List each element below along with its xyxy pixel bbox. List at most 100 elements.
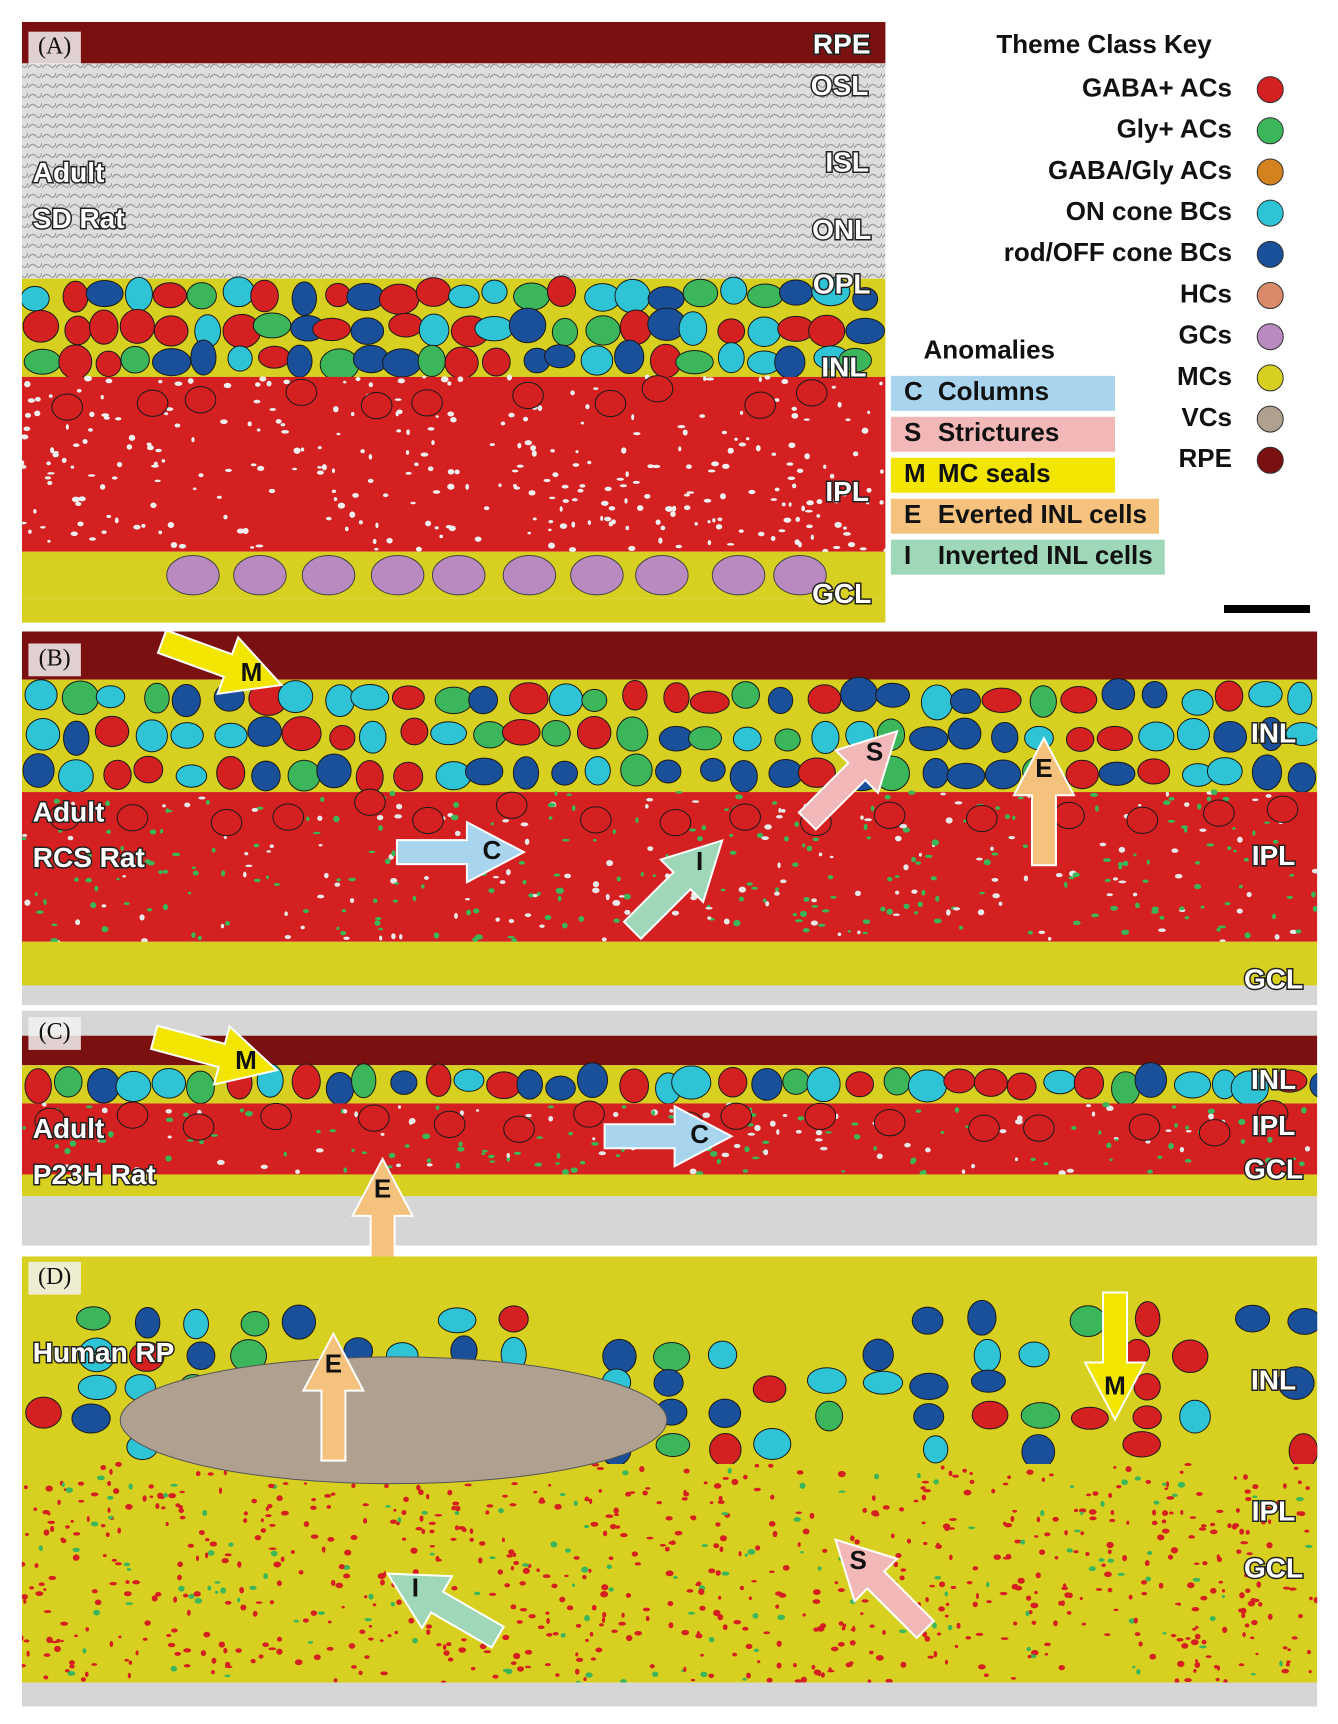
legend-label: GCs bbox=[1178, 320, 1231, 350]
speck bbox=[795, 1511, 803, 1515]
speck bbox=[921, 1480, 930, 1484]
anomaly-arrow bbox=[395, 820, 527, 884]
cell bbox=[250, 279, 279, 313]
speck bbox=[485, 1510, 490, 1515]
speck bbox=[797, 1542, 801, 1547]
speck bbox=[336, 878, 341, 882]
speck bbox=[1179, 1146, 1185, 1153]
speck bbox=[754, 1463, 760, 1468]
speck bbox=[415, 1526, 423, 1531]
speck bbox=[712, 518, 716, 523]
speck bbox=[1170, 1633, 1177, 1638]
speck bbox=[521, 1563, 530, 1567]
speck bbox=[993, 1554, 1001, 1560]
speck bbox=[268, 488, 276, 494]
speck bbox=[837, 1470, 846, 1478]
cell bbox=[1020, 1402, 1061, 1429]
speck bbox=[184, 802, 191, 808]
speck bbox=[616, 477, 624, 481]
panel-tag: (B) bbox=[39, 645, 71, 671]
cell bbox=[970, 1369, 1006, 1393]
speck bbox=[1074, 1529, 1081, 1533]
speck bbox=[911, 856, 916, 863]
legend-swatch bbox=[1256, 158, 1284, 186]
speck bbox=[671, 910, 680, 916]
cell bbox=[325, 684, 355, 718]
cell bbox=[973, 1068, 1008, 1097]
speck bbox=[144, 859, 151, 864]
speck bbox=[1185, 1129, 1192, 1133]
speck bbox=[822, 1548, 828, 1553]
speck bbox=[571, 498, 578, 502]
speck bbox=[146, 908, 153, 912]
speck bbox=[690, 1515, 694, 1520]
speck bbox=[523, 416, 529, 422]
speck bbox=[160, 828, 164, 834]
cell bbox=[325, 1072, 355, 1106]
cell bbox=[468, 685, 498, 715]
speck bbox=[645, 804, 649, 809]
cell bbox=[767, 686, 794, 714]
speck bbox=[75, 919, 81, 926]
speck bbox=[368, 1593, 374, 1600]
sample-label: SD Rat bbox=[33, 203, 125, 234]
speck bbox=[552, 1631, 559, 1636]
speck bbox=[566, 1605, 574, 1611]
speck bbox=[24, 381, 31, 388]
speck bbox=[396, 803, 403, 810]
speck bbox=[192, 487, 197, 491]
speck bbox=[613, 1507, 619, 1514]
cell bbox=[840, 676, 878, 712]
speck bbox=[639, 1466, 645, 1473]
speck bbox=[787, 476, 796, 481]
speck bbox=[841, 490, 848, 497]
cell bbox=[508, 307, 547, 344]
speck bbox=[873, 1146, 877, 1151]
cell bbox=[616, 716, 649, 752]
cell bbox=[501, 719, 541, 746]
speck bbox=[186, 1609, 191, 1616]
speck bbox=[52, 452, 59, 458]
speck bbox=[631, 1551, 639, 1557]
speck bbox=[1030, 1649, 1039, 1656]
speck bbox=[592, 1137, 596, 1141]
speck bbox=[774, 398, 780, 402]
speck bbox=[107, 1507, 111, 1514]
speck bbox=[655, 519, 661, 525]
speck bbox=[602, 1530, 608, 1537]
speck bbox=[1104, 1633, 1111, 1636]
speck bbox=[125, 1580, 130, 1585]
speck bbox=[884, 794, 891, 800]
speck bbox=[940, 1465, 945, 1470]
speck bbox=[123, 862, 129, 869]
speck bbox=[511, 1482, 518, 1486]
speck bbox=[1038, 930, 1046, 934]
speck bbox=[1169, 1511, 1174, 1515]
speck bbox=[506, 1152, 511, 1158]
speck bbox=[1252, 857, 1259, 864]
speck bbox=[561, 484, 569, 489]
speck bbox=[1158, 1582, 1164, 1589]
speck bbox=[224, 1600, 232, 1605]
cell bbox=[77, 1337, 116, 1373]
speck bbox=[665, 506, 673, 512]
cell bbox=[22, 309, 60, 343]
speck bbox=[991, 877, 999, 882]
speck bbox=[1184, 1678, 1192, 1683]
speck bbox=[820, 1672, 825, 1678]
cell bbox=[325, 282, 351, 308]
speck bbox=[575, 1623, 582, 1628]
speck bbox=[764, 375, 771, 380]
cell bbox=[709, 1433, 742, 1467]
cell bbox=[1043, 1069, 1077, 1095]
speck bbox=[183, 1664, 191, 1668]
speck bbox=[389, 1519, 397, 1524]
speck bbox=[150, 502, 157, 509]
speck bbox=[260, 1164, 268, 1170]
speck bbox=[1268, 1519, 1272, 1524]
speck bbox=[794, 821, 800, 827]
speck bbox=[429, 1545, 435, 1548]
speck bbox=[284, 911, 288, 917]
speck bbox=[1240, 1541, 1249, 1545]
layer-label: RPE bbox=[813, 28, 871, 59]
